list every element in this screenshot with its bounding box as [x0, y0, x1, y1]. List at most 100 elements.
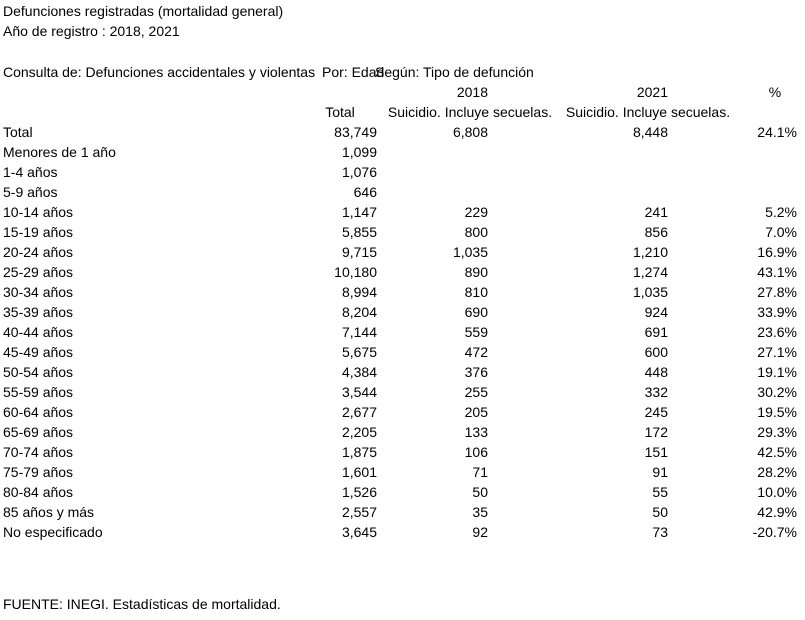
table-row: 10-14 años 1,147 229 241 5.2%: [0, 202, 805, 222]
total-value: 5,855: [341, 224, 377, 240]
age-group-label: 10-14 años: [3, 204, 74, 220]
suicide-2018-value: [380, 182, 491, 202]
table-row: 75-79 años 1,601 71 91 28.2%: [0, 462, 805, 482]
age-group-label: 40-44 años: [3, 324, 74, 340]
percent-value: 27.1%: [757, 344, 797, 360]
suicide-2018-value: 810: [464, 284, 488, 300]
percent-value: 30.2%: [757, 384, 797, 400]
percent-value: 23.6%: [757, 324, 797, 340]
percent-value: -20.7%: [752, 524, 797, 540]
percent-value: 33.9%: [757, 304, 797, 320]
suicide-2018-value: 472: [464, 344, 488, 360]
suicide-2021-value: 691: [644, 324, 668, 340]
percent-value: 24.1%: [757, 124, 797, 140]
age-group-label: 80-84 años: [3, 484, 74, 500]
total-value: 1,526: [341, 484, 377, 500]
age-group-label: 25-29 años: [3, 264, 74, 280]
suicide-2021-value: 50: [652, 504, 668, 520]
age-group-label: Total: [3, 124, 33, 140]
percent-value: 19.1%: [757, 364, 797, 380]
report-header: Defunciones registradas (mortalidad gene…: [3, 1, 283, 41]
age-group-label: 85 años y más: [3, 504, 95, 520]
suicide-2018-value: 559: [464, 324, 488, 340]
total-value: 646: [353, 184, 377, 200]
age-group-label: 55-59 años: [3, 384, 74, 400]
table-row: 40-44 años 7,144 559 691 23.6%: [0, 322, 805, 342]
query-consulta: Consulta de: Defunciones accidentales y …: [3, 64, 316, 80]
suicide-2018-value: 106: [464, 444, 488, 460]
age-group-label: 1-4 años: [3, 164, 58, 180]
suicide-2021-value: 241: [644, 204, 668, 220]
total-value: 3,645: [341, 524, 377, 540]
suicide-2018-value: 255: [464, 384, 488, 400]
percent-value: 5.2%: [765, 204, 797, 220]
suicide-2018-value: 133: [464, 424, 488, 440]
total-value: 9,715: [341, 244, 377, 260]
total-value: 4,384: [341, 364, 377, 380]
table-row: 5-9 años 646: [0, 182, 805, 202]
table-row: 70-74 años 1,875 106 151 42.5%: [0, 442, 805, 462]
percent-value: 43.1%: [757, 264, 797, 280]
percent-value: 28.2%: [757, 464, 797, 480]
percent-value: 7.0%: [765, 224, 797, 240]
suicide-2018-value: [380, 142, 491, 162]
table-body: Total 83,749 6,808 8,448 24.1% Menores d…: [0, 122, 805, 542]
suicide-2021-value: 55: [652, 484, 668, 500]
total-value: 1,875: [341, 444, 377, 460]
table-row: 30-34 años 8,994 810 1,035 27.8%: [0, 282, 805, 302]
suicide-2018-value: 35: [472, 504, 488, 520]
table-row: 15-19 años 5,855 800 856 7.0%: [0, 222, 805, 242]
age-group-label: 65-69 años: [3, 424, 74, 440]
total-value: 83,749: [334, 124, 377, 140]
suicide-2018-value: 92: [472, 524, 488, 540]
query-por: Por: Edad: [322, 64, 385, 80]
report-title: Defunciones registradas (mortalidad gene…: [3, 3, 284, 19]
column-header-suicide-2021: Suicidio. Incluye secuelas.: [565, 104, 731, 120]
suicide-2018-value: 50: [472, 484, 488, 500]
suicide-2018-value: 376: [464, 364, 488, 380]
table-row: 80-84 años 1,526 50 55 10.0%: [0, 482, 805, 502]
suicide-2021-value: 448: [644, 364, 668, 380]
percent-value: [750, 142, 800, 162]
age-group-label: 5-9 años: [3, 184, 58, 200]
age-group-label: 45-49 años: [3, 344, 74, 360]
total-value: 2,557: [341, 504, 377, 520]
suicide-2018-value: 71: [472, 464, 488, 480]
table-row: Menores de 1 año 1,099: [0, 142, 805, 162]
total-value: 1,147: [341, 204, 377, 220]
age-group-label: 50-54 años: [3, 364, 74, 380]
source-note: FUENTE: INEGI. Estadísticas de mortalida…: [3, 596, 281, 612]
column-header-row: Total: [0, 102, 805, 122]
suicide-2021-value: 856: [644, 224, 668, 240]
age-group-label: 20-24 años: [3, 244, 74, 260]
table-row: 25-29 años 10,180 890 1,274 43.1%: [0, 262, 805, 282]
suicide-2018-value: 890: [464, 264, 488, 280]
suicide-2021-value: [491, 162, 671, 182]
suicide-2021-value: 91: [652, 464, 668, 480]
percent-value: [750, 182, 800, 202]
percent-value: 29.3%: [757, 424, 797, 440]
total-value: 2,677: [341, 404, 377, 420]
suicide-2021-value: 8,448: [632, 124, 668, 140]
suicide-2021-value: 172: [644, 424, 668, 440]
table-row: 45-49 años 5,675 472 600 27.1%: [0, 342, 805, 362]
percent-value: 42.5%: [757, 444, 797, 460]
total-value: 3,544: [341, 384, 377, 400]
percent-column-header: %: [768, 84, 782, 100]
total-value: 1,099: [341, 144, 377, 160]
suicide-2018-value: 6,808: [452, 124, 488, 140]
suicide-2021-value: 1,210: [632, 244, 668, 260]
total-value: 5,675: [341, 344, 377, 360]
query-line: Consulta de: Defunciones accidentales y …: [0, 62, 805, 82]
total-value: 1,601: [341, 464, 377, 480]
year-header-2018: 2018: [456, 84, 488, 100]
table-row: 50-54 años 4,384 376 448 19.1%: [0, 362, 805, 382]
suicide-2018-value: 205: [464, 404, 488, 420]
table-row: 85 años y más 2,557 35 50 42.9%: [0, 502, 805, 522]
age-group-label: 30-34 años: [3, 284, 74, 300]
table-row: Total 83,749 6,808 8,448 24.1%: [0, 122, 805, 142]
table-row: 20-24 años 9,715 1,035 1,210 16.9%: [0, 242, 805, 262]
age-group-label: 70-74 años: [3, 444, 74, 460]
age-group-label: Menores de 1 año: [3, 144, 116, 160]
age-group-label: 35-39 años: [3, 304, 74, 320]
